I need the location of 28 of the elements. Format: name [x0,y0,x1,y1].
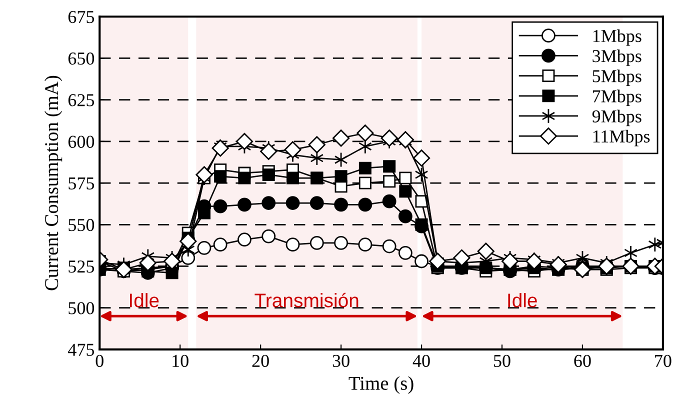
x-tick-label: 30 [332,354,350,368]
y-tick-label: 600 [68,136,94,148]
legend-label: 9Mbps [592,110,642,126]
legend-label: 7Mbps [592,90,642,106]
x-tick-label: 10 [172,354,188,368]
y-tick-label: 475 [68,344,94,356]
legend-label: 3Mbps [592,49,642,66]
band-label: Idle [508,293,537,308]
x-tick-label: 60 [574,354,591,368]
x-tick-label: 40 [412,354,430,368]
y-tick-label: 575 [68,177,94,190]
legend-label: 1Mbps [593,29,642,46]
y-tick-label: 625 [68,94,94,106]
x-tick-label: 70 [655,354,672,368]
y-tick-label: 550 [68,218,94,232]
legend-label: 5Mbps [592,70,642,86]
y-axis-title: Current Consumption (mA) [44,76,62,290]
y-tick-label: 500 [68,302,94,314]
x-tick-label: 20 [252,354,269,368]
x-axis-title: Time (s) [348,376,414,394]
y-tick-label: 675 [68,10,94,24]
band-label: Transmisión [254,292,358,308]
x-tick-label: 0 [96,354,104,368]
legend-label: 11Mbps [593,130,650,146]
x-tick-label: 50 [494,354,510,368]
y-tick-label: 525 [68,260,94,273]
y-tick-label: 650 [68,52,94,65]
band-label: Idle [130,293,159,308]
